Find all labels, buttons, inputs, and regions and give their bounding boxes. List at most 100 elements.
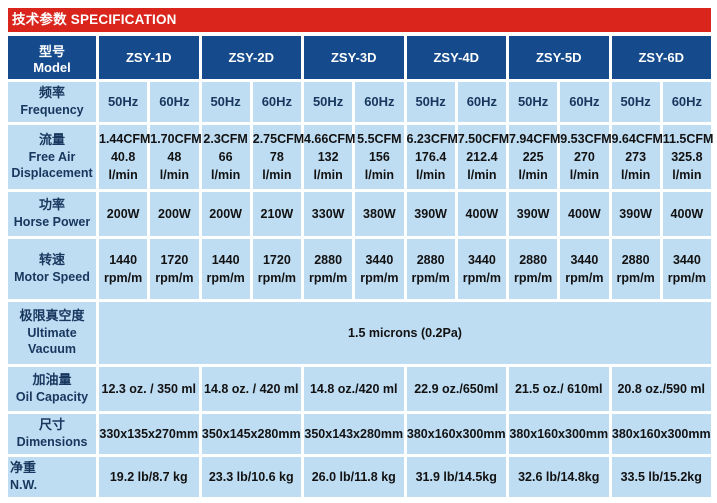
cell-line: 390W — [414, 206, 447, 221]
spec-cell-motor-speed-9: 3440 rpm/m — [560, 239, 609, 299]
cell-line: Dimensions — [16, 435, 88, 450]
spec-cell-free-air-displacement-3: 2.75CFM 78 l/min — [252, 125, 304, 189]
spec-row-motor-speed: 转速 Motor Speed 1440 rpm/m 1720 rpm/m 1440 rpm/m… — [8, 239, 711, 299]
cell-line: 1720 — [262, 252, 291, 267]
spec-cell-frequency-8: 50Hz — [509, 82, 558, 122]
spec-cell-horse-power-6: 390W — [406, 192, 455, 236]
spec-cell-motor-speed-0: 1440 rpm/m — [99, 239, 148, 299]
cell-line: 19.2 lb/8.7 kg — [109, 469, 188, 484]
cell-line: 1.5 microns (0.2Pa) — [348, 325, 462, 340]
cell-line: Horse Power — [13, 215, 91, 230]
cell-line: 380x160x300mm — [611, 426, 711, 441]
spec-row-ultimate-vacuum: 极限真空度 Ultimate Vacuum 1.5 microns (0.2Pa) — [8, 302, 711, 364]
cell-line: 48 — [167, 149, 182, 164]
cell-line: 380x160x300mm — [406, 426, 506, 441]
model-column-header-zsy-2d: ZSY-2D — [201, 36, 301, 79]
model-column-header-zsy-1d: ZSY-1D — [99, 36, 199, 79]
cell-line: rpm/m — [155, 271, 194, 285]
spec-cell-horse-power-5: 380W — [355, 192, 404, 236]
cell-line: 3440 — [467, 252, 496, 267]
cell-line: l/min — [621, 168, 651, 183]
cell-line: 400W — [568, 206, 601, 221]
cell-line: Free Air — [28, 150, 76, 165]
cell-line: l/min — [159, 168, 189, 183]
cell-line: 2880 — [314, 252, 343, 267]
cell-line: Motor Speed — [14, 270, 90, 285]
cell-line: 390W — [619, 206, 652, 221]
cell-line: 型号 — [38, 43, 65, 59]
spec-row-oil-capacity: 加油量 Oil Capacity 12.3 oz. / 350 ml 14.8 oz.… — [8, 367, 711, 411]
cell-line: 66 — [218, 149, 233, 164]
cell-line: 50Hz — [620, 93, 651, 109]
cell-line: 3440 — [570, 252, 599, 267]
cell-line: N.W. — [10, 478, 38, 493]
cell-line: 156 — [368, 149, 390, 164]
spec-cell-dimensions-5: 380x160x300mm — [611, 414, 711, 454]
cell-line: Oil Capacity — [15, 390, 89, 405]
spec-cell-motor-speed-10: 2880 rpm/m — [611, 239, 660, 299]
cell-line: 12.3 oz. / 350 ml — [101, 381, 197, 396]
cell-line: l/min — [518, 168, 548, 183]
cell-line: 3440 — [672, 252, 701, 267]
banner-title-zh: 技术参数 — [12, 12, 67, 27]
row-label-frequency: 频率 Frequency — [8, 82, 96, 122]
cell-line: 1440 — [211, 252, 240, 267]
cell-line: 尺寸 — [38, 417, 65, 433]
spec-cell-frequency-2: 50Hz — [201, 82, 250, 122]
cell-line: l/min — [569, 168, 599, 183]
row-label-motor-speed: 转速 Motor Speed — [8, 239, 96, 299]
spec-cell-oil-capacity-3: 22.9 oz./650ml — [406, 367, 506, 411]
cell-line: Vacuum — [28, 342, 76, 357]
spec-cell-oil-capacity-2: 14.8 oz./420 ml — [304, 367, 404, 411]
cell-line: Model — [33, 59, 71, 75]
row-label-horse-power: 功率 Horse Power — [8, 192, 96, 236]
cell-line: 33.5 lb/15.2kg — [620, 469, 702, 484]
spec-row-dimensions: 尺寸 Dimensions 330x135x270mm 350x145x280mm 35… — [8, 414, 711, 454]
cell-line: 14.8 oz. / 420 ml — [204, 381, 299, 396]
cell-line: 加油量 — [32, 372, 72, 388]
spec-cell-free-air-displacement-0: 1.44CFM 40.8 l/min — [99, 125, 150, 189]
cell-line: l/min — [364, 168, 394, 183]
spec-cell-net-weight-2: 26.0 lb/11.8 kg — [304, 457, 404, 497]
spec-cell-frequency-6: 50Hz — [406, 82, 455, 122]
spec-cell-motor-speed-6: 2880 rpm/m — [406, 239, 455, 299]
spec-cell-oil-capacity-4: 21.5 oz./ 610ml — [509, 367, 609, 411]
spec-row-net-weight: 净重 N.W. 19.2 lb/8.7 kg 23.3 lb/10.6 kg 26.0 … — [8, 457, 711, 497]
cell-line: 11.5CFM — [662, 131, 714, 146]
spec-cell-frequency-7: 60Hz — [457, 82, 506, 122]
cell-line: 380x160x300mm — [509, 426, 609, 441]
cell-line: 22.9 oz./650ml — [414, 381, 499, 396]
spec-cell-horse-power-0: 200W — [99, 192, 148, 236]
banner-title-en: SPECIFICATION — [70, 12, 177, 27]
cell-line: 9.53CFM — [560, 131, 612, 146]
cell-line: 50Hz — [517, 93, 549, 109]
specification-banner: 技术参数 SPECIFICATION — [8, 8, 711, 32]
cell-line: 225 — [522, 149, 544, 164]
cell-line: 350x143x280mm — [304, 426, 404, 441]
cell-line: 212.4 — [466, 149, 498, 164]
cell-line: 176.4 — [414, 149, 447, 164]
spec-cell-free-air-displacement-11: 11.5CFM 325.8 l/min — [662, 125, 714, 189]
cell-line: 50Hz — [415, 93, 446, 109]
cell-line: 50Hz — [210, 93, 241, 109]
cell-line: 频率 — [38, 85, 65, 101]
cell-line: rpm/m — [104, 271, 143, 285]
cell-line: 1440 — [109, 252, 138, 267]
cell-line: rpm/m — [616, 271, 655, 285]
spec-cell-ultimate-vacuum-0: 1.5 microns (0.2Pa) — [99, 302, 711, 364]
spec-cell-net-weight-1: 23.3 lb/10.6 kg — [201, 457, 301, 497]
cell-line: 330W — [311, 206, 345, 221]
cell-line: 270 — [573, 149, 595, 164]
cell-line: l/min — [108, 168, 138, 183]
spec-cell-dimensions-4: 380x160x300mm — [509, 414, 609, 454]
cell-line: 4.66CFM — [304, 131, 356, 146]
model-column-header-zsy-4d: ZSY-4D — [406, 36, 506, 79]
cell-line: 60Hz — [261, 93, 293, 109]
spec-cell-motor-speed-11: 3440 rpm/m — [662, 239, 711, 299]
spec-cell-dimensions-3: 380x160x300mm — [406, 414, 506, 454]
spec-cell-frequency-1: 60Hz — [150, 82, 199, 122]
cell-line: 21.5 oz./ 610ml — [514, 381, 603, 396]
spec-cell-frequency-9: 60Hz — [560, 82, 609, 122]
cell-line: 325.8 — [671, 149, 703, 164]
